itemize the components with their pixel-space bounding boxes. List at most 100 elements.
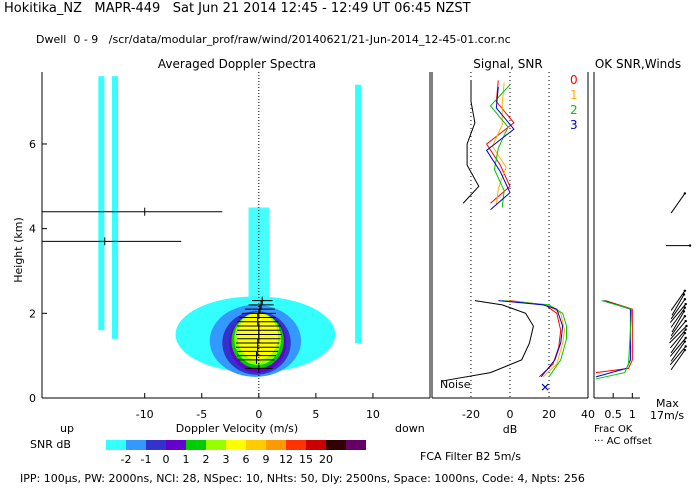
wind-arrow-head-11 bbox=[684, 302, 687, 306]
snr-noise-marker: ✕ bbox=[540, 380, 550, 394]
colorbar-tick-label-8: 12 bbox=[279, 453, 293, 466]
snr-series-3 bbox=[498, 300, 564, 378]
spectra-x-tick-label-3: 5 bbox=[312, 408, 319, 421]
snr-panel: -20 0 20 40✕ bbox=[431, 72, 595, 421]
max-value: 17m/s bbox=[650, 409, 684, 422]
colorbar-label: SNR dB bbox=[30, 438, 71, 451]
colorbar-swatch-3 bbox=[166, 440, 186, 450]
wind-arrow-8 bbox=[670, 315, 686, 337]
snr-title: Signal, SNR bbox=[473, 57, 542, 71]
wind-arrow-head-14 bbox=[683, 289, 687, 292]
winds-panel: 0.5 1 bbox=[593, 72, 692, 421]
wind-arrow-head-9 bbox=[682, 310, 686, 313]
wind-arrow-head-1 bbox=[684, 345, 687, 348]
noise-label: Noise bbox=[440, 378, 471, 391]
upper-plume bbox=[248, 207, 270, 301]
colorbar-tick-label-1: -1 bbox=[141, 453, 152, 466]
colorbar-swatch-10 bbox=[306, 440, 326, 450]
colorbar-swatch-1 bbox=[126, 440, 146, 450]
snr-upper-trace-2 bbox=[489, 84, 511, 208]
snr-x-tick-label-1: 0 bbox=[507, 408, 514, 421]
wind-arrow-6 bbox=[669, 325, 687, 344]
wind-arrow-head-4 bbox=[683, 331, 687, 335]
snr-series-2 bbox=[502, 300, 568, 378]
wind-arrow-head-15 bbox=[683, 192, 687, 195]
spurious-band-2 bbox=[355, 84, 362, 343]
wind-arrow-3 bbox=[669, 337, 687, 357]
wind-arrow-14 bbox=[670, 290, 686, 311]
spectra-y-tick-label-2: 4 bbox=[29, 223, 36, 236]
up-label: up bbox=[60, 422, 74, 435]
snr-series-signal bbox=[441, 300, 534, 382]
spectral-lobe-6 bbox=[237, 313, 279, 360]
colorbar-swatch-0 bbox=[106, 440, 126, 450]
wind-arrow-15 bbox=[670, 193, 686, 214]
spectra-title: Averaged Doppler Spectra bbox=[158, 57, 316, 71]
colorbar-tick-label-2: 0 bbox=[163, 453, 170, 466]
wind-arrow-2 bbox=[670, 341, 686, 362]
snr-x-tick-label-3: 40 bbox=[581, 408, 595, 421]
wind-arrow-10 bbox=[670, 307, 686, 328]
header-dwell-path: Dwell 0 - 9 /scr/data/modular_prof/raw/w… bbox=[36, 33, 511, 46]
frac-ok-series-0 bbox=[595, 300, 633, 374]
wind-arrow-1 bbox=[669, 346, 687, 366]
range-legend-label-1: 1 bbox=[570, 88, 578, 102]
wind-arrow-0 bbox=[670, 349, 686, 371]
wind-arrow-head-3 bbox=[684, 336, 687, 340]
colorbar-swatch-12 bbox=[346, 440, 366, 450]
frac-ok-label: Frac OK bbox=[594, 424, 633, 435]
winds-x-tick-label-0: 0.5 bbox=[604, 408, 622, 421]
range-legend-label-3: 3 bbox=[570, 118, 578, 132]
spurious-band-1 bbox=[112, 76, 119, 339]
colorbar-swatch-9 bbox=[286, 440, 306, 450]
colorbar-swatch-5 bbox=[206, 440, 226, 450]
wind-arrow-9 bbox=[671, 311, 685, 333]
wind-arrow-head-13 bbox=[682, 293, 686, 296]
colorbar-swatch-7 bbox=[246, 440, 266, 450]
wind-arrow-head-8 bbox=[683, 314, 687, 318]
frac-ok-series-3 bbox=[595, 300, 631, 378]
wind-arrow-head-10 bbox=[683, 306, 687, 309]
winds-title: OK SNR,Winds bbox=[595, 57, 681, 71]
spectra-y-tick-label-3: 6 bbox=[29, 138, 36, 151]
colorbar-tick-label-9: 15 bbox=[299, 453, 313, 466]
colorbar-tick-label-4: 2 bbox=[203, 453, 210, 466]
signal-upper-trace bbox=[462, 80, 480, 204]
snr-x-tick-label-2: 20 bbox=[542, 408, 556, 421]
wind-arrow-head-12 bbox=[683, 298, 687, 301]
max-label: Max bbox=[656, 397, 679, 410]
snr-upper-trace-3 bbox=[485, 86, 515, 210]
down-label: down bbox=[395, 422, 425, 435]
colorbar-swatch-2 bbox=[146, 440, 166, 450]
winds-x-tick-label-1: 1 bbox=[629, 408, 636, 421]
spurious-band-0 bbox=[98, 76, 105, 331]
spectra-y-tick-label-1: 2 bbox=[29, 307, 36, 320]
snr-colorbar: -2 -1 0 1 2 3 6 9 12 15 20 bbox=[106, 440, 366, 466]
snr-upper-trace-0 bbox=[485, 80, 515, 204]
colorbar-tick-label-10: 20 bbox=[319, 453, 333, 466]
filter-label: FCA Filter B2 5m/s bbox=[420, 450, 521, 463]
wind-arrow-head-6 bbox=[685, 324, 688, 328]
colorbar-swatch-8 bbox=[266, 440, 286, 450]
spectra-x-tick-label-2: 0 bbox=[255, 408, 262, 421]
y-axis-label: Height (km) bbox=[12, 217, 25, 283]
spectra-y-tick-label-0: 0 bbox=[29, 392, 36, 405]
footer-params: IPP: 100μs, PW: 2000ns, NCI: 28, NSpec: … bbox=[20, 472, 585, 485]
frac-ok-series-2 bbox=[595, 300, 633, 380]
wind-arrow-head-16 bbox=[688, 244, 692, 247]
ac-offset-label: ··· AC offset bbox=[594, 436, 652, 447]
wind-arrow-head-0 bbox=[683, 348, 687, 352]
colorbar-tick-label-7: 9 bbox=[263, 453, 270, 466]
wind-arrow-head-7 bbox=[684, 319, 687, 323]
header-title: Hokitika_NZ MAPR-449 Sat Jun 21 2014 12:… bbox=[4, 1, 471, 16]
colorbar-tick-label-0: -2 bbox=[121, 453, 132, 466]
x-axis-label: Doppler Velocity (m/s) bbox=[176, 422, 298, 435]
snr-series-0 bbox=[509, 300, 562, 378]
snr-x-label: dB bbox=[503, 423, 518, 436]
colorbar-swatch-6 bbox=[226, 440, 246, 450]
wind-arrow-head-5 bbox=[684, 328, 687, 331]
wind-arrow-13 bbox=[671, 294, 685, 316]
wind-arrow-11 bbox=[669, 303, 687, 323]
spectra-x-tick-label-4: 10 bbox=[366, 408, 380, 421]
